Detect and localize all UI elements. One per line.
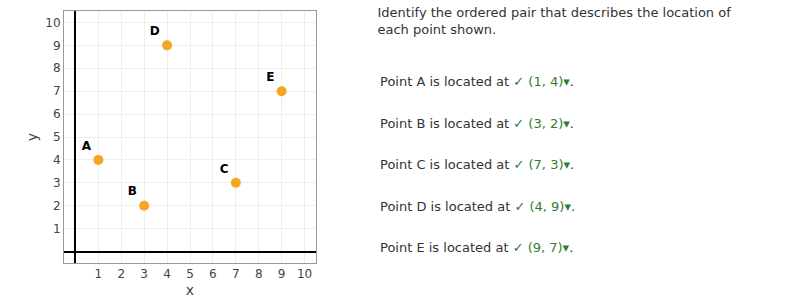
- svg-text:Identify the ordered pair that: Identify the ordered pair that describes…: [378, 5, 732, 37]
- svg-text:8: 8: [255, 267, 263, 281]
- svg-text:4: 4: [163, 267, 171, 281]
- svg-text:A: A: [82, 139, 92, 153]
- svg-text:9: 9: [53, 39, 61, 53]
- svg-text:Point B is located at ✓ (3, 2): Point B is located at ✓ (3, 2)▾.: [380, 116, 574, 131]
- svg-text:E: E: [266, 70, 274, 84]
- svg-text:x: x: [186, 282, 194, 298]
- svg-text:1: 1: [95, 267, 103, 281]
- svg-text:5: 5: [53, 130, 61, 144]
- svg-text:10: 10: [297, 267, 312, 281]
- svg-text:3: 3: [140, 267, 148, 281]
- svg-text:6: 6: [209, 267, 217, 281]
- svg-text:Point C is located at ✓ (7, 3): Point C is located at ✓ (7, 3)▾.: [380, 157, 574, 172]
- svg-text:B: B: [128, 184, 137, 198]
- svg-text:C: C: [220, 162, 229, 176]
- svg-text:Point D is located at ✓ (4, 9): Point D is located at ✓ (4, 9)▾.: [380, 199, 575, 214]
- svg-text:7: 7: [232, 267, 240, 281]
- svg-text:6: 6: [53, 107, 61, 121]
- svg-text:2: 2: [53, 199, 61, 213]
- svg-text:9: 9: [278, 267, 286, 281]
- svg-text:Point E is located at ✓ (9, 7): Point E is located at ✓ (9, 7)▾.: [380, 240, 573, 255]
- svg-text:y: y: [24, 133, 40, 141]
- svg-text:7: 7: [53, 84, 61, 98]
- svg-text:2: 2: [117, 267, 125, 281]
- svg-text:8: 8: [53, 61, 61, 75]
- svg-text:1: 1: [53, 222, 61, 236]
- svg-text:10: 10: [45, 16, 60, 30]
- svg-text:5: 5: [186, 267, 194, 281]
- svg-text:4: 4: [53, 153, 61, 167]
- svg-text:D: D: [150, 24, 160, 38]
- svg-text:3: 3: [53, 176, 61, 190]
- svg-text:Point A is located at ✓ (1, 4): Point A is located at ✓ (1, 4)▾.: [380, 74, 574, 89]
